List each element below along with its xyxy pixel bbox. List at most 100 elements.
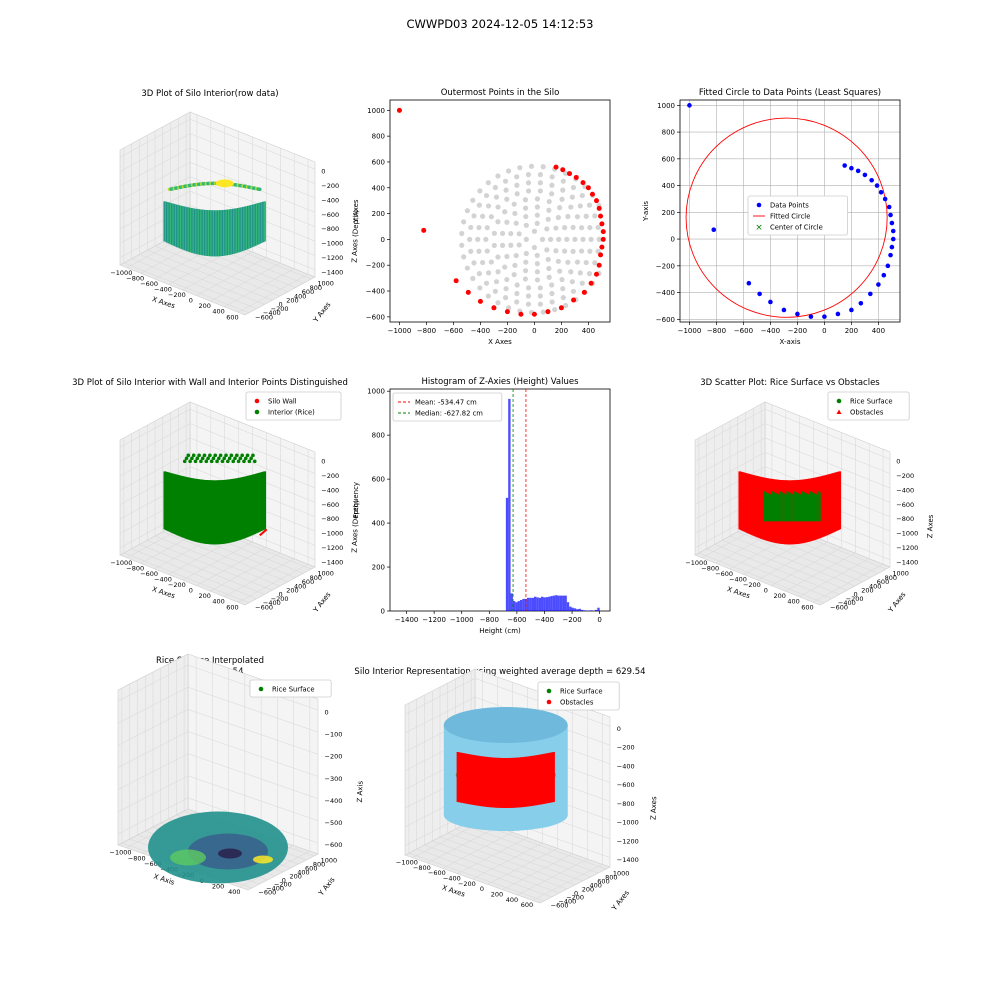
x-tick-label: 0 [532, 327, 536, 335]
y-tick-label: 600 [597, 877, 609, 885]
grid-line [764, 437, 891, 489]
interior-point [504, 196, 510, 202]
interior-point [492, 184, 498, 191]
data-point [687, 103, 692, 108]
y-tick-label: 800 [662, 129, 675, 137]
histogram-bar [552, 595, 556, 611]
y-axis-label: Y Axes [886, 590, 907, 614]
x-tick-label: −1000 [678, 327, 702, 335]
histogram-bar [576, 609, 579, 611]
z-tick-label: −200 [325, 753, 343, 761]
interior-point [534, 196, 541, 202]
data-point [868, 291, 873, 297]
x-tick-label: 200 [773, 592, 785, 600]
x-tick-label: −1000 [396, 859, 418, 867]
histogram-bar [545, 597, 549, 611]
interior-point [514, 174, 520, 180]
z-tick-label: −600 [321, 211, 339, 219]
data-point [881, 272, 887, 278]
interior-point [191, 453, 196, 458]
y-tick-label: 800 [885, 574, 897, 582]
grid-line [119, 437, 191, 477]
interior-point [534, 212, 540, 218]
interior-point [549, 182, 555, 188]
legend-label: Rice Surface [850, 398, 893, 406]
histogram-bar [564, 595, 567, 611]
interior-point [503, 187, 509, 193]
chart-title: Fitted Circle to Data Points (Least Squa… [699, 88, 881, 98]
x-tick-label: 600 [226, 603, 238, 611]
interior-point [200, 456, 205, 461]
interior-point [495, 204, 501, 210]
interior-point [596, 236, 602, 242]
interior-point [467, 236, 473, 242]
interior-point [476, 224, 482, 231]
interior-point [202, 453, 207, 458]
x-tick-label: 400 [228, 888, 240, 896]
histogram-bar [534, 596, 537, 611]
y-tick-label: 200 [582, 885, 594, 893]
interior-point [461, 254, 467, 260]
x-tick-label: −800 [480, 616, 499, 624]
interior-point [560, 295, 566, 301]
interior-point [502, 295, 509, 301]
outermost-point [589, 191, 595, 197]
x-tick-label: −800 [707, 327, 726, 335]
outermost-point [573, 174, 579, 180]
legend-label: Center of Circle [770, 224, 823, 232]
y-tick-label: 0 [282, 876, 286, 884]
data-point [885, 263, 891, 269]
legend-dot-marker [546, 699, 552, 705]
interior-point [560, 178, 566, 184]
z-tick-label: −200 [896, 472, 914, 480]
data-point [711, 227, 717, 233]
interior-point [546, 207, 552, 213]
histogram-bar [505, 497, 509, 611]
grid-line [117, 731, 189, 768]
interior-point [471, 213, 477, 219]
interior-point [243, 456, 248, 461]
y-tick-label: −400 [266, 884, 284, 892]
interior-point [513, 252, 519, 259]
interior-point [495, 219, 501, 225]
shallow-cluster [215, 179, 234, 188]
x-tick-label: 200 [555, 327, 568, 335]
interior-point [480, 259, 486, 266]
y-tick-label: 1000 [892, 570, 909, 578]
interior-point [534, 277, 541, 283]
interior-point [523, 236, 529, 242]
grid-line [698, 552, 824, 604]
histogram-bar [510, 593, 513, 611]
x-tick-label: 400 [872, 327, 885, 335]
x-tick-label: −800 [128, 854, 146, 862]
z-tick-label: −1000 [617, 819, 639, 827]
histogram-bar [526, 597, 530, 611]
interior-point [499, 230, 506, 237]
grid-line [722, 539, 848, 591]
y-tick-label: −200 [274, 880, 292, 888]
interior-point [475, 236, 481, 242]
z-tick-label: −800 [321, 515, 339, 523]
x-tick-label: −400 [443, 875, 461, 883]
data-point [768, 299, 773, 305]
interior-point [483, 192, 490, 199]
histogram-bar [541, 596, 544, 611]
interior-point [595, 224, 601, 231]
interior-point [495, 173, 501, 179]
data-point [882, 196, 888, 202]
y-tick-label: −400 [838, 599, 856, 607]
grid-line [119, 423, 191, 462]
y-tick-label: 600 [305, 864, 317, 872]
grid-line [694, 452, 766, 491]
interior-point [537, 188, 543, 194]
x-tick-label: 200 [212, 882, 224, 890]
data-point [822, 314, 827, 319]
axes-frame [679, 99, 901, 323]
interior-point [568, 269, 574, 275]
grid-line [694, 408, 766, 448]
data-point [757, 291, 762, 297]
interior-point [505, 168, 512, 174]
interior-point [574, 259, 581, 265]
data-point [888, 252, 893, 258]
interior-point [491, 242, 497, 249]
